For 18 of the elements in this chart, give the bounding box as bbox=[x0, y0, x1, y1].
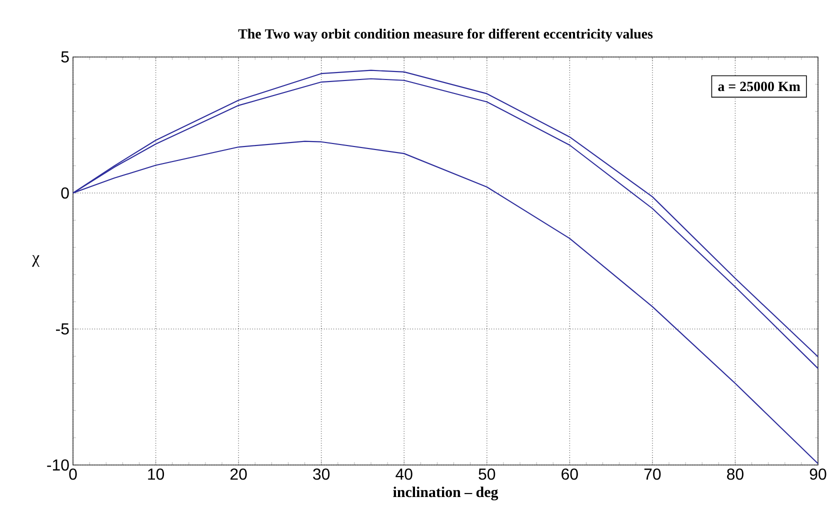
y-tick-label: -10 bbox=[47, 459, 69, 471]
annotation: a = 25000 Km bbox=[718, 82, 800, 92]
x-tick-label: 60 bbox=[562, 468, 578, 480]
y-axis-title: χ bbox=[32, 255, 40, 267]
x-tick-label: 20 bbox=[230, 468, 247, 480]
x-axis-title: inclination – deg bbox=[393, 486, 498, 500]
x-tick-label: 80 bbox=[727, 468, 744, 480]
x-tick-label: 10 bbox=[148, 468, 164, 480]
x-tick-label: 50 bbox=[478, 468, 496, 480]
y-tick-label: 5 bbox=[61, 51, 69, 63]
y-tick-label: 0 bbox=[61, 187, 69, 199]
x-tick-label: 70 bbox=[644, 468, 661, 480]
x-tick-label: 40 bbox=[396, 468, 412, 480]
y-tick-label: -5 bbox=[56, 323, 69, 335]
chart-title: The Two way orbit condition measure for different eccentricity values bbox=[238, 28, 653, 42]
x-tick-label: 0 bbox=[69, 468, 77, 480]
x-tick-label: 30 bbox=[313, 468, 330, 480]
x-tick-label: 90 bbox=[810, 468, 826, 480]
